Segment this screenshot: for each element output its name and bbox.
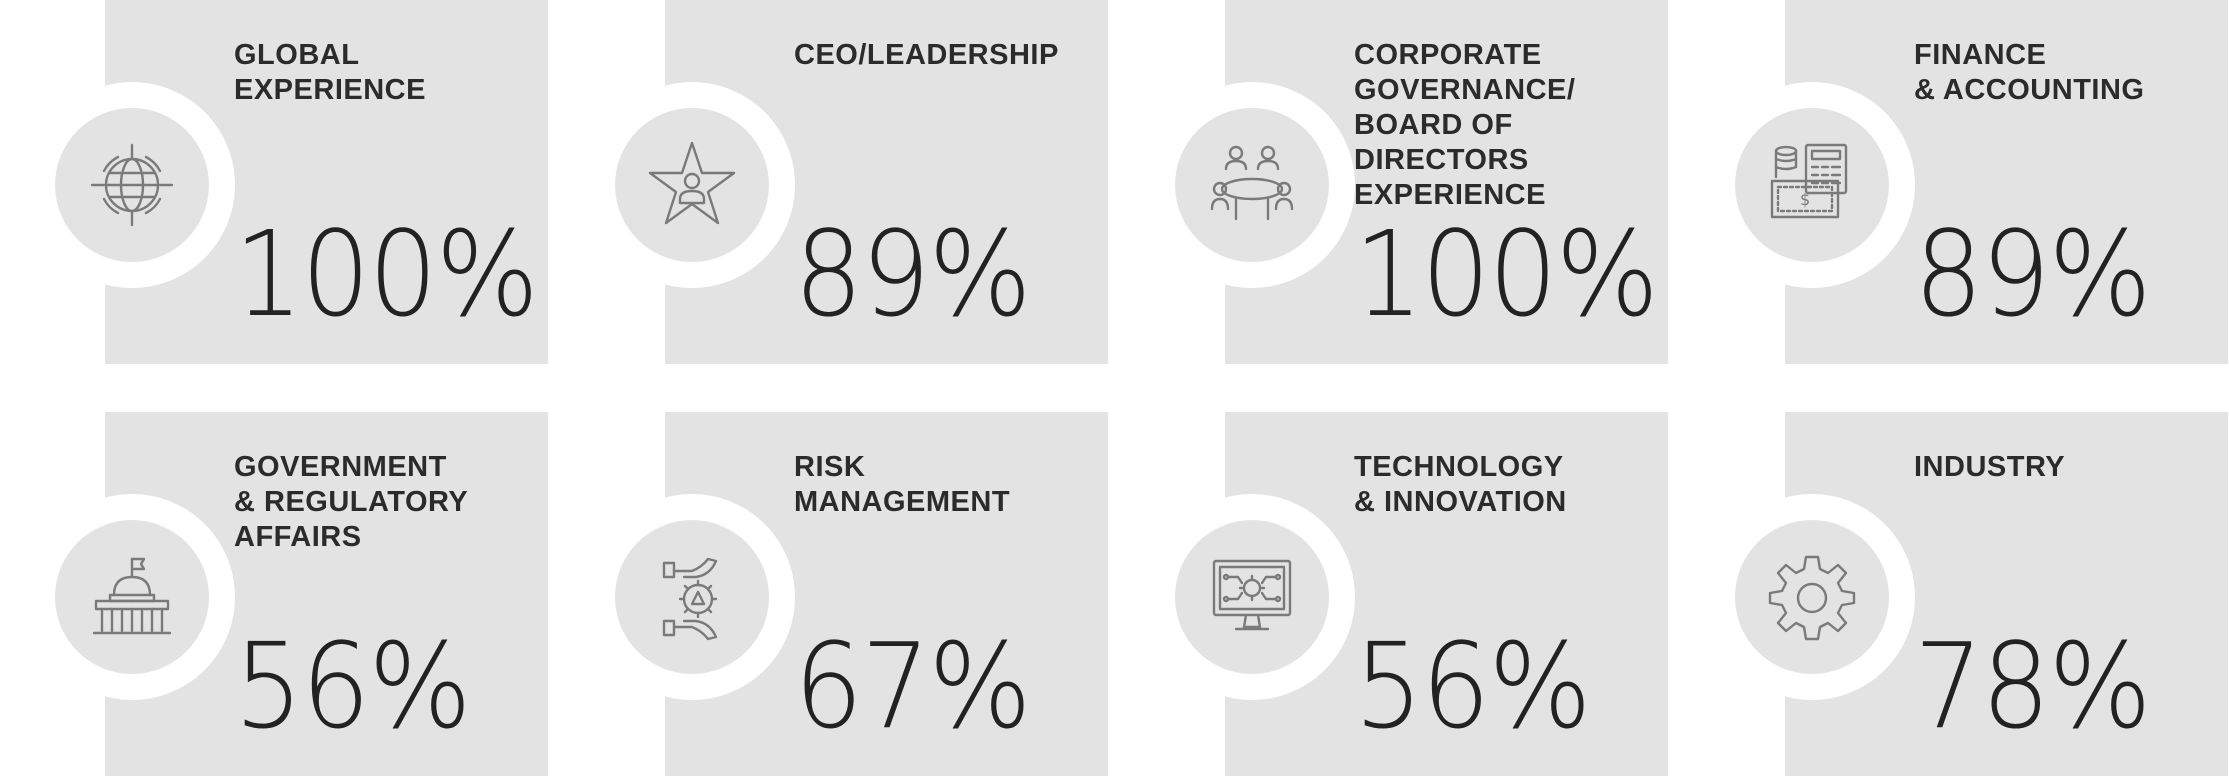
icon-disc	[55, 108, 209, 262]
finance-icon: $	[1770, 143, 1848, 219]
tile-label: GLOBAL EXPERIENCE	[234, 39, 426, 106]
skill-tile-finance-accounting: $ FINANCE & ACCOUNTING 89%	[1709, 0, 2229, 364]
icon-disc	[1175, 108, 1329, 262]
skill-tile-global-experience: GLOBAL EXPERIENCE 100%	[29, 0, 577, 364]
icon-disc	[1175, 520, 1329, 674]
tile-label: GOVERNMENT & REGULATORY AFFAIRS	[234, 451, 469, 553]
tile-percentage: 100%	[234, 205, 539, 343]
capitol-icon	[92, 557, 172, 635]
tile-percentage: 56%	[1354, 617, 1592, 755]
skill-tile-risk-management: RISK MANAGEMENT 67%	[589, 412, 1137, 776]
icon-disc	[615, 520, 769, 674]
skill-tile-ceo-leadership: CEO/LEADERSHIP 89%	[589, 0, 1137, 364]
icon-disc	[615, 108, 769, 262]
skill-tile-technology-innovation: TECHNOLOGY & INNOVATION 56%	[1149, 412, 1697, 776]
icon-disc	[1735, 520, 1889, 674]
tile-label: TECHNOLOGY & INNOVATION	[1354, 451, 1567, 518]
icon-disc	[55, 520, 209, 674]
svg-text:$: $	[1800, 190, 1810, 209]
tile-percentage: 78%	[1914, 617, 2152, 755]
gear-icon	[1768, 555, 1856, 641]
globe-icon	[90, 143, 174, 227]
tile-label: CORPORATE GOVERNANCE/ BOARD OF DIRECTORS…	[1354, 39, 1576, 211]
tile-label: CEO/LEADERSHIP	[794, 39, 1059, 71]
boardroom-icon	[1210, 145, 1294, 221]
tile-label: FINANCE & ACCOUNTING	[1914, 39, 2145, 106]
skill-tile-government-regulatory: GOVERNMENT & REGULATORY AFFAIRS 56%	[29, 412, 577, 776]
tile-percentage: 89%	[1914, 205, 2152, 343]
monitor-circuit-icon	[1212, 559, 1292, 631]
skill-tile-industry: INDUSTRY 78%	[1709, 412, 2229, 776]
tile-percentage: 67%	[794, 617, 1032, 755]
icon-disc: $	[1735, 108, 1889, 262]
tile-label: RISK MANAGEMENT	[794, 451, 1011, 518]
tile-percentage: 89%	[794, 205, 1032, 343]
tile-percentage: 56%	[234, 617, 472, 755]
tile-label: INDUSTRY	[1914, 451, 2066, 483]
risk-gear-icon	[662, 557, 718, 641]
skill-tile-corporate-governance: CORPORATE GOVERNANCE/ BOARD OF DIRECTORS…	[1149, 0, 1697, 364]
tile-percentage: 100%	[1354, 205, 1659, 343]
star-person-icon	[648, 141, 736, 225]
